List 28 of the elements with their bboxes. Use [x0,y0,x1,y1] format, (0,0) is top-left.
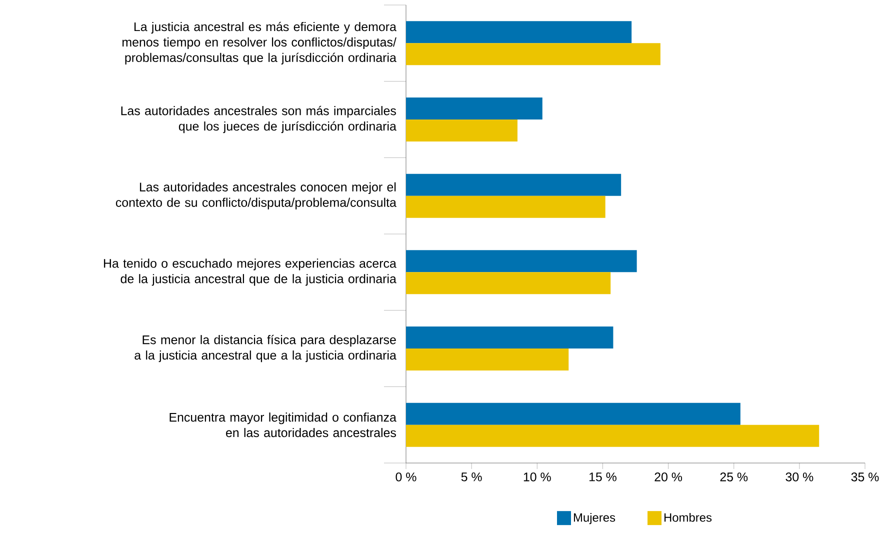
x-tick-label: 30 % [786,472,814,482]
bar [406,98,542,120]
x-tick-label: 20 % [654,472,682,482]
x-tick-label: 0 % [396,472,416,482]
x-tick-label: 15 % [589,472,616,482]
x-tick-label: 35 % [851,472,879,482]
y-tick-label: Ha tenido o escuchado mejores experiencias acerca de la justicia ancestral que de la justicia ordinaria [104,258,396,286]
bar [406,43,660,66]
bar [406,196,606,218]
y-tick-label: Las autoridades ancestrales son más imparciales que los jueces de jurísdicción ordinaria [121,106,396,134]
x-tick-label: 5 % [461,472,482,482]
bar [406,272,611,294]
bar [406,174,622,196]
x-tick-label: 25 % [720,472,748,482]
y-tick-label: Es menor la distancia física para desplazarse a la justicia ancestral que a la justicia ordinaria [134,334,396,362]
bar [406,120,518,142]
bar [406,348,569,371]
x-tick-label: 10 % [524,472,551,482]
y-tick-label: La justicia ancestral es más eficiente y demora menos tiempo en resolver los conflictos/disputas/ problemas/consultas que la jurísdicción ordinaria [122,22,396,64]
legend-label: Mujeres [574,513,616,524]
bar [406,402,740,425]
y-tick-label: Encuentra mayor legitimidad o confianza en las autoridades ancestrales [170,412,396,438]
bar [406,250,637,272]
bar [406,326,614,349]
legend-label: Hombres [664,513,712,522]
y-tick-label: Las autoridades ancestrales conocen mejor el contexto de su conflicto/disputa/problema/consulta [116,182,396,210]
bar [406,21,632,44]
bar [406,424,820,447]
